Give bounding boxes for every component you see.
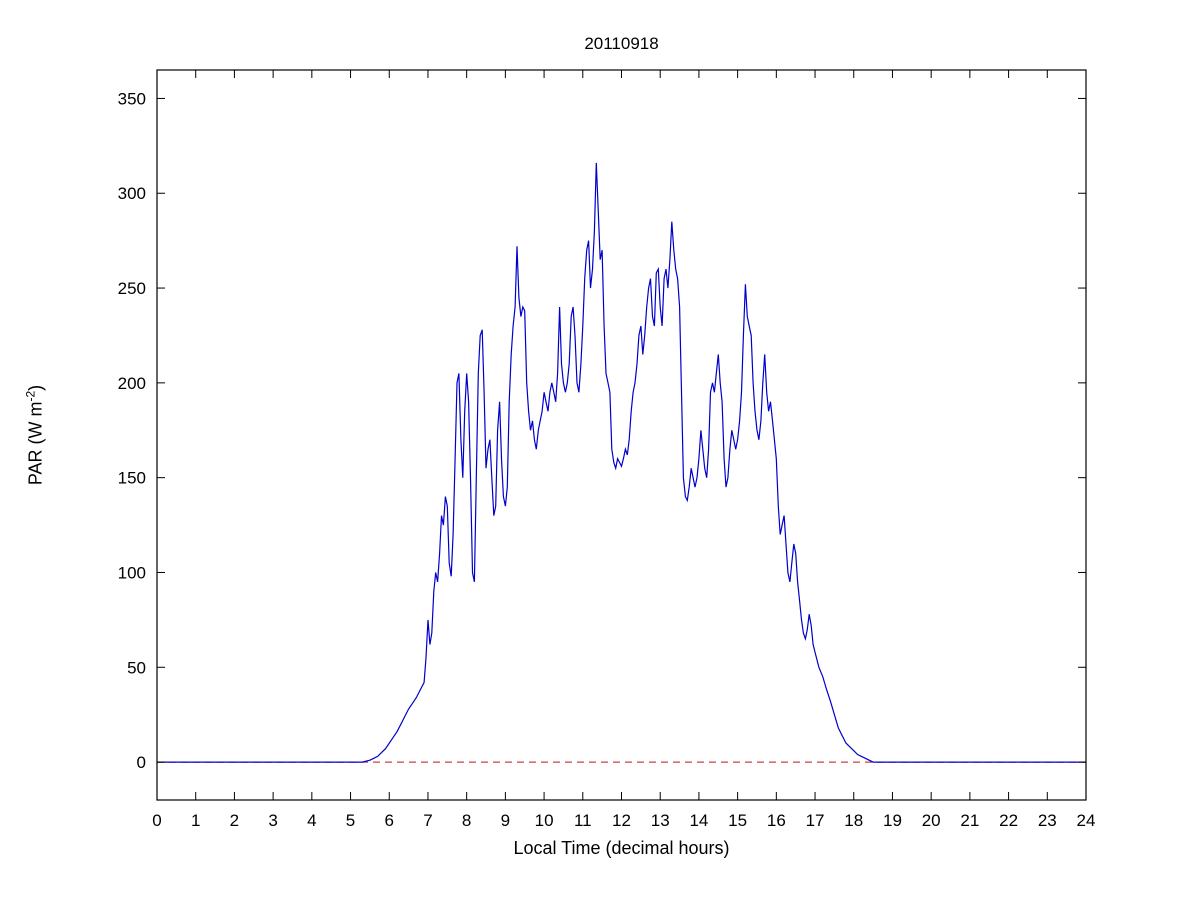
y-tick-label: 50 (127, 658, 146, 677)
x-tick-label: 4 (307, 811, 316, 830)
series-PAR (157, 162, 1086, 763)
x-tick-label: 6 (385, 811, 394, 830)
x-tick-label: 15 (728, 811, 747, 830)
x-tick-label: 22 (999, 811, 1018, 830)
x-tick-label: 9 (501, 811, 510, 830)
x-axis-label: Local Time (decimal hours) (513, 838, 730, 858)
x-tick-label: 17 (806, 811, 825, 830)
x-tick-label: 8 (462, 811, 471, 830)
x-tick-label: 19 (883, 811, 902, 830)
y-tick-label: 350 (118, 89, 146, 108)
plot-title: 20110918 (584, 34, 659, 53)
x-tick-label: 7 (423, 811, 432, 830)
x-tick-label: 23 (1038, 811, 1057, 830)
y-tick-label: 100 (118, 563, 146, 582)
y-tick-label: 200 (118, 374, 146, 393)
x-tick-label: 3 (268, 811, 277, 830)
x-tick-label: 20 (922, 811, 941, 830)
x-tick-label: 10 (535, 811, 554, 830)
y-axis-label-text: PAR (W m (25, 401, 46, 486)
x-tick-label: 12 (612, 811, 631, 830)
x-tick-label: 0 (152, 811, 161, 830)
x-tick-label: 13 (651, 811, 670, 830)
y-tick-label: 300 (118, 184, 146, 203)
y-tick-label: 150 (118, 469, 146, 488)
y-axis-label-close: ) (25, 384, 46, 391)
x-tick-label: 24 (1077, 811, 1096, 830)
x-tick-label: 16 (767, 811, 786, 830)
x-tick-label: 11 (574, 811, 592, 830)
y-tick-label: 250 (118, 279, 146, 298)
y-tick-label: 0 (137, 753, 146, 772)
x-tick-label: 21 (960, 811, 979, 830)
axes-box (156, 69, 1087, 801)
x-tick-label: 2 (230, 811, 239, 830)
x-tick-label: 5 (346, 811, 355, 830)
y-axis-label-superscript: -2 (23, 390, 38, 402)
x-tick-label: 1 (191, 811, 200, 830)
x-tick-label: 18 (844, 811, 863, 830)
y-axis-label: PAR (W m-2) (24, 385, 47, 485)
x-tick-label: 14 (689, 811, 708, 830)
